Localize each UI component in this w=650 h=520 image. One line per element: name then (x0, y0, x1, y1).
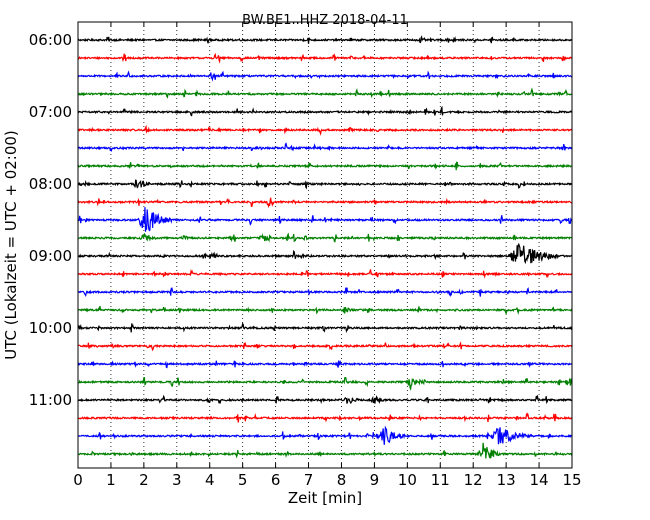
y-tick-label: 11:00 (29, 391, 72, 409)
y-tick-label: 08:00 (29, 175, 72, 193)
trace-line (77, 425, 573, 445)
trace-line (77, 124, 573, 136)
x-tick-label: 6 (271, 471, 281, 489)
y-tick-label: 07:00 (29, 103, 72, 121)
x-tick-label: 5 (238, 471, 248, 489)
x-tick-label: 8 (337, 471, 347, 489)
trace-line (77, 142, 573, 153)
x-tick-label: 0 (73, 471, 83, 489)
plot-frame (77, 21, 573, 469)
y-tick-label: 06:00 (29, 31, 72, 49)
trace-line (77, 376, 573, 392)
trace-line (77, 232, 573, 243)
chart-title: BW.BE1..HHZ 2018-04-11 (242, 13, 408, 28)
trace-line (77, 442, 573, 459)
x-tick-label: 9 (370, 471, 380, 489)
x-tick-label: 10 (398, 471, 417, 489)
x-tick-label: 2 (139, 471, 149, 489)
trace-line (77, 179, 573, 190)
trace-line (77, 105, 573, 117)
x-tick-label: 14 (530, 471, 549, 489)
y-tick-label: 10:00 (29, 319, 72, 337)
y-tick-label: 09:00 (29, 247, 72, 265)
x-tick-label: 4 (205, 471, 215, 489)
x-tick-label: 1 (106, 471, 116, 489)
trace-line (77, 70, 573, 82)
trace-line (77, 197, 573, 209)
trace-line (77, 359, 573, 369)
trace-line (77, 242, 573, 265)
x-tick-label: 13 (497, 471, 516, 489)
trace-line (77, 305, 573, 315)
x-tick-label: 11 (431, 471, 450, 489)
trace-series (77, 35, 573, 459)
trace-line (77, 394, 573, 405)
x-tick-label: 3 (172, 471, 182, 489)
trace-line (77, 287, 573, 297)
trace-line (77, 322, 573, 334)
x-tick-label: 7 (304, 471, 314, 489)
trace-line (77, 207, 573, 232)
trace-line (77, 35, 573, 44)
x-tick-label: 12 (464, 471, 483, 489)
x-axis-label: Zeit [min] (288, 489, 362, 507)
y-axis-label: UTC (Lokalzeit = UTC + 02:00) (2, 130, 20, 360)
trace-line (77, 412, 573, 423)
trace-line (77, 87, 573, 99)
x-tick-label: 15 (562, 471, 581, 489)
trace-line (77, 268, 573, 279)
axis-ticks: 0 1 2 3 4 5 6 7 8 9 10 11 12 13 14 1506:0007:0008:0009:… (29, 22, 582, 489)
trace-line (77, 52, 573, 64)
trace-line (77, 161, 573, 171)
trace-line (77, 341, 573, 352)
